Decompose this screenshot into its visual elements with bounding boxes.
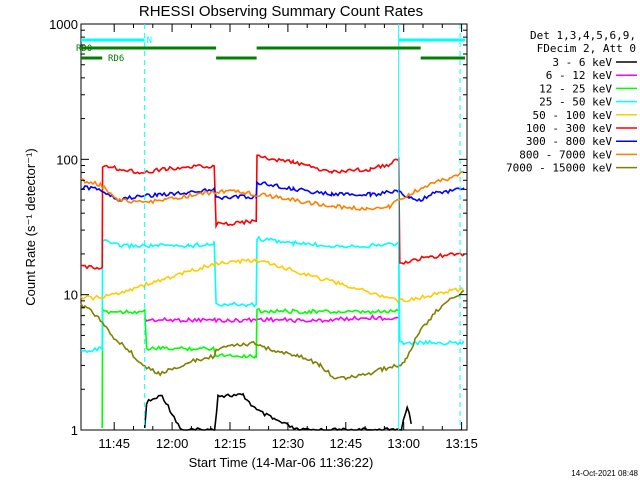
series-line [80,170,464,212]
x-tick-label: 12:00 [156,436,189,451]
legend-header-line: Det 1,3,4,5,6,9, [530,29,636,42]
series-line [80,154,465,270]
legend-label: 7000 - 15000 keV [506,162,612,175]
y-tick-label: 100 [56,152,78,167]
x-tick-label: 13:00 [387,436,420,451]
series-line [143,392,412,431]
legend-label: 12 - 25 keV [539,82,612,95]
legend-label: 6 - 12 keV [546,69,613,82]
rd6-flag-label: RD6 [108,54,124,64]
legend-label: 50 - 100 keV [533,109,613,122]
legend-label: 800 - 7000 keV [519,148,612,161]
legend-label: 25 - 50 keV [539,96,612,109]
x-tick-label: 13:15 [445,436,478,451]
y-axis-title: Count Rate (s⁻¹ detector⁻¹) [23,148,38,306]
rd0-flag-label: RD0 [76,44,92,54]
x-axis-title: Start Time (14-Mar-06 11:36:22) [189,455,374,470]
legend-label: 300 - 800 keV [526,135,612,148]
x-tick-label: 12:30 [272,436,305,451]
series-line [80,235,465,354]
series-line [80,257,465,304]
series-line [80,180,465,203]
series-line [101,307,399,429]
chart-title: RHESSI Observing Summary Count Rates [139,3,423,20]
series-line [144,314,399,324]
legend-label: 100 - 300 keV [526,122,612,135]
footer-date: 14-Oct-2021 08:48 [571,469,638,478]
n-flag-label: N [147,36,152,46]
y-tick-label: 1 [71,423,78,438]
y-tick-label: 10 [64,288,78,303]
legend-header-line: FDecim 2, Att 0 [537,42,636,55]
x-tick-label: 12:45 [330,436,363,451]
legend-label: 3 - 6 keV [552,56,612,69]
y-tick-label: 1000 [49,17,78,32]
plot-frame [80,23,468,431]
x-tick-label: 12:15 [214,436,247,451]
x-tick-label: 11:45 [98,436,130,451]
series-line [80,290,465,381]
